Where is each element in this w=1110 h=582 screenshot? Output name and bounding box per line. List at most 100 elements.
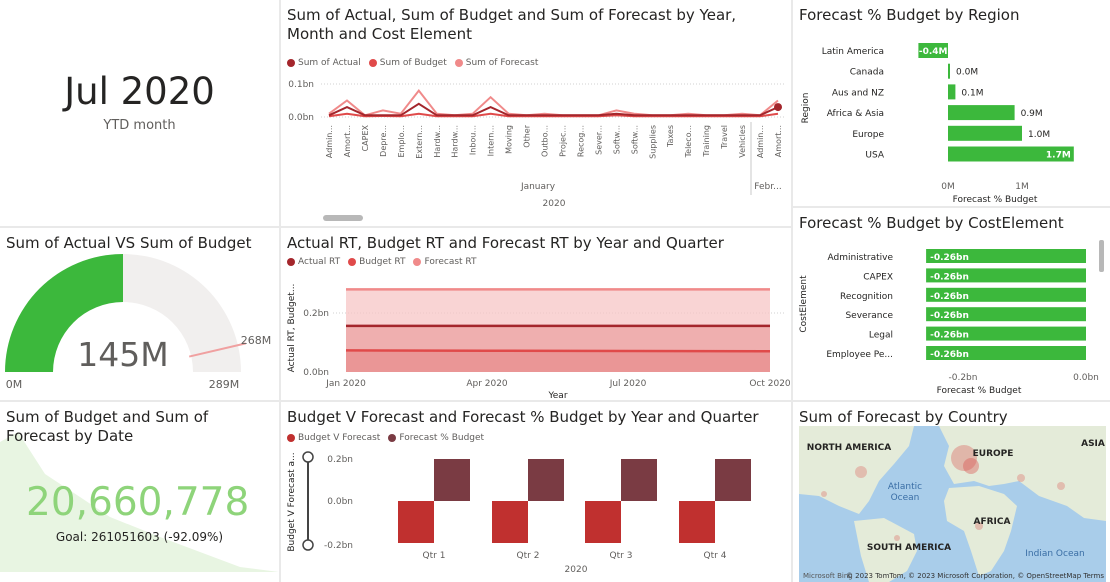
x-tick: CAPEX	[361, 124, 370, 151]
x-tick: Oct 2020	[749, 379, 791, 389]
data-bubble[interactable]	[975, 522, 983, 530]
map-label: Atlantic	[888, 482, 922, 492]
map-label: Indian Ocean	[1025, 549, 1084, 559]
bar-budget-v-forecast[interactable]	[398, 501, 434, 543]
y-tick: 0.2bn	[327, 455, 353, 465]
x-tick: Intern...	[487, 125, 496, 156]
month-label: Febr...	[754, 182, 781, 192]
x-tick: Outbo...	[541, 125, 550, 157]
region-bar[interactable]	[948, 146, 1074, 162]
scrollbar-thumb[interactable]	[323, 215, 363, 221]
data-bubble[interactable]	[821, 491, 827, 497]
map-label: ASIA	[1081, 439, 1105, 449]
region-bar[interactable]	[948, 125, 1022, 141]
legend-dot	[388, 434, 397, 442]
gauge-min: 0M	[6, 378, 23, 391]
data-label: -0.26bn	[930, 350, 969, 360]
line-point[interactable]	[774, 103, 782, 112]
kpi-value: 20,660,778	[26, 480, 250, 525]
x-axis-label: Year	[547, 391, 567, 400]
x-tick: -0.2bn	[949, 373, 978, 383]
bar-forecast-pct-budget[interactable]	[434, 459, 470, 501]
x-tick: 1M	[1015, 182, 1029, 192]
legend-item[interactable]: Budget RT	[348, 257, 405, 267]
legend-dot	[454, 59, 463, 67]
month-label: January	[520, 182, 556, 192]
x-tick: Hardw...	[451, 125, 460, 158]
data-label: -0.26bn	[930, 331, 969, 341]
bar-forecast-pct-budget[interactable]	[621, 459, 657, 501]
legend-item[interactable]: Forecast % Budget	[388, 433, 484, 443]
area-chart-tile[interactable]: Actual RT, Budget RT and Forecast RT by …	[281, 228, 791, 400]
bar-forecast-pct-budget[interactable]	[715, 459, 751, 501]
map-label: AFRICA	[974, 517, 1011, 527]
range-slider-handle-top[interactable]	[302, 451, 314, 463]
x-tick: Amort...	[774, 125, 783, 157]
legend-dot	[287, 434, 295, 442]
legend-item[interactable]: Sum of Actual	[287, 58, 361, 68]
gauge-fill	[5, 254, 123, 372]
kpi-goal: Goal: 261051603 (-92.09%)	[55, 530, 224, 544]
category-label: Recognition	[840, 292, 893, 302]
data-bubble[interactable]	[1057, 482, 1065, 490]
data-bubble[interactable]	[894, 535, 900, 541]
map-canvas[interactable]: NORTH AMERICA EUROPE ASIA Atlantic Ocean…	[799, 426, 1106, 582]
legend-label: Sum of Actual	[298, 58, 361, 68]
data-bubble[interactable]	[855, 466, 867, 478]
data-label: -0.26bn	[930, 292, 969, 302]
kpi-trend-shape	[0, 432, 279, 572]
category-label: CAPEX	[863, 272, 893, 282]
bar-chart-tile[interactable]: Budget V Forecast and Forecast % Budget …	[281, 402, 791, 582]
line-chart-legend: Sum of Actual Sum of Budget Sum of Forec…	[287, 58, 538, 68]
region-bar[interactable]	[948, 84, 956, 100]
legend-item[interactable]: Actual RT	[287, 257, 340, 267]
kpi-title: Sum of Budget and Sum of Forecast by Dat…	[6, 408, 209, 445]
bar-forecast-pct-budget[interactable]	[528, 459, 564, 501]
legend-item[interactable]: Sum of Budget	[368, 58, 447, 68]
line-series-2[interactable]	[328, 88, 779, 117]
costelement-bar[interactable]	[926, 249, 1086, 263]
map-attribution[interactable]: © 2023 TomTom, © 2023 Microsoft Corporat…	[846, 572, 1104, 580]
gauge-plot: 145M 0M 289M 268M	[5, 254, 271, 391]
costelement-bar[interactable]	[926, 287, 1086, 302]
data-label: -0.26bn	[930, 253, 969, 263]
x-tick: Jan 2020	[325, 379, 366, 389]
bar-budget-v-forecast[interactable]	[585, 501, 621, 543]
legend-dot	[413, 258, 422, 266]
costelement-bar[interactable]	[926, 346, 1086, 360]
card-label: YTD month	[103, 118, 176, 133]
year-label: 2020	[543, 199, 566, 209]
bar-budget-v-forecast[interactable]	[679, 501, 715, 543]
ytd-month-card[interactable]: Jul 2020 YTD month	[0, 0, 279, 226]
map-tile[interactable]: Sum of Forecast by Country NORTH AMERICA…	[793, 402, 1110, 582]
region-bar[interactable]	[948, 63, 950, 79]
costelement-chart-tile[interactable]: Forecast % Budget by CostElement CostEle…	[793, 208, 1110, 400]
legend-item[interactable]: Forecast RT	[413, 257, 477, 267]
gauge-tile[interactable]: Sum of Actual VS Sum of Budget 145M 0M 2…	[0, 228, 279, 400]
legend-label: Budget RT	[359, 257, 406, 267]
x-tick: Taxes	[666, 125, 675, 148]
data-bubble[interactable]	[951, 445, 977, 471]
category-label: USA	[865, 151, 884, 161]
x-label: 2020	[565, 565, 588, 575]
costelement-bar[interactable]	[926, 326, 1086, 341]
costelement-bar[interactable]	[926, 307, 1086, 322]
region-bar[interactable]	[948, 105, 1015, 121]
kpi-tile[interactable]: Sum of Budget and Sum of Forecast by Dat…	[0, 402, 279, 582]
data-bubble[interactable]	[1017, 474, 1025, 482]
line-chart-tile[interactable]: Sum of Actual, Sum of Budget and Sum of …	[281, 0, 791, 226]
data-bubble[interactable]	[963, 458, 979, 474]
region-chart-tile[interactable]: Forecast % Budget by Region Region 0M 1M…	[793, 0, 1110, 206]
legend-item[interactable]: Budget V Forecast	[287, 433, 380, 443]
y-tick: 0.0bn	[327, 497, 353, 507]
area-line-1[interactable]	[345, 349, 771, 353]
region-bar[interactable]	[918, 43, 948, 58]
legend-item[interactable]: Sum of Forecast	[454, 58, 538, 68]
x-tick: Supplies	[648, 125, 657, 159]
line-series-0[interactable]	[328, 102, 779, 117]
range-slider-handle-bottom[interactable]	[302, 539, 314, 551]
costelement-bar[interactable]	[926, 268, 1086, 283]
y-tick: 0.1bn	[288, 80, 314, 90]
bar-budget-v-forecast[interactable]	[492, 501, 528, 543]
scrollbar-thumb[interactable]	[1099, 240, 1104, 272]
